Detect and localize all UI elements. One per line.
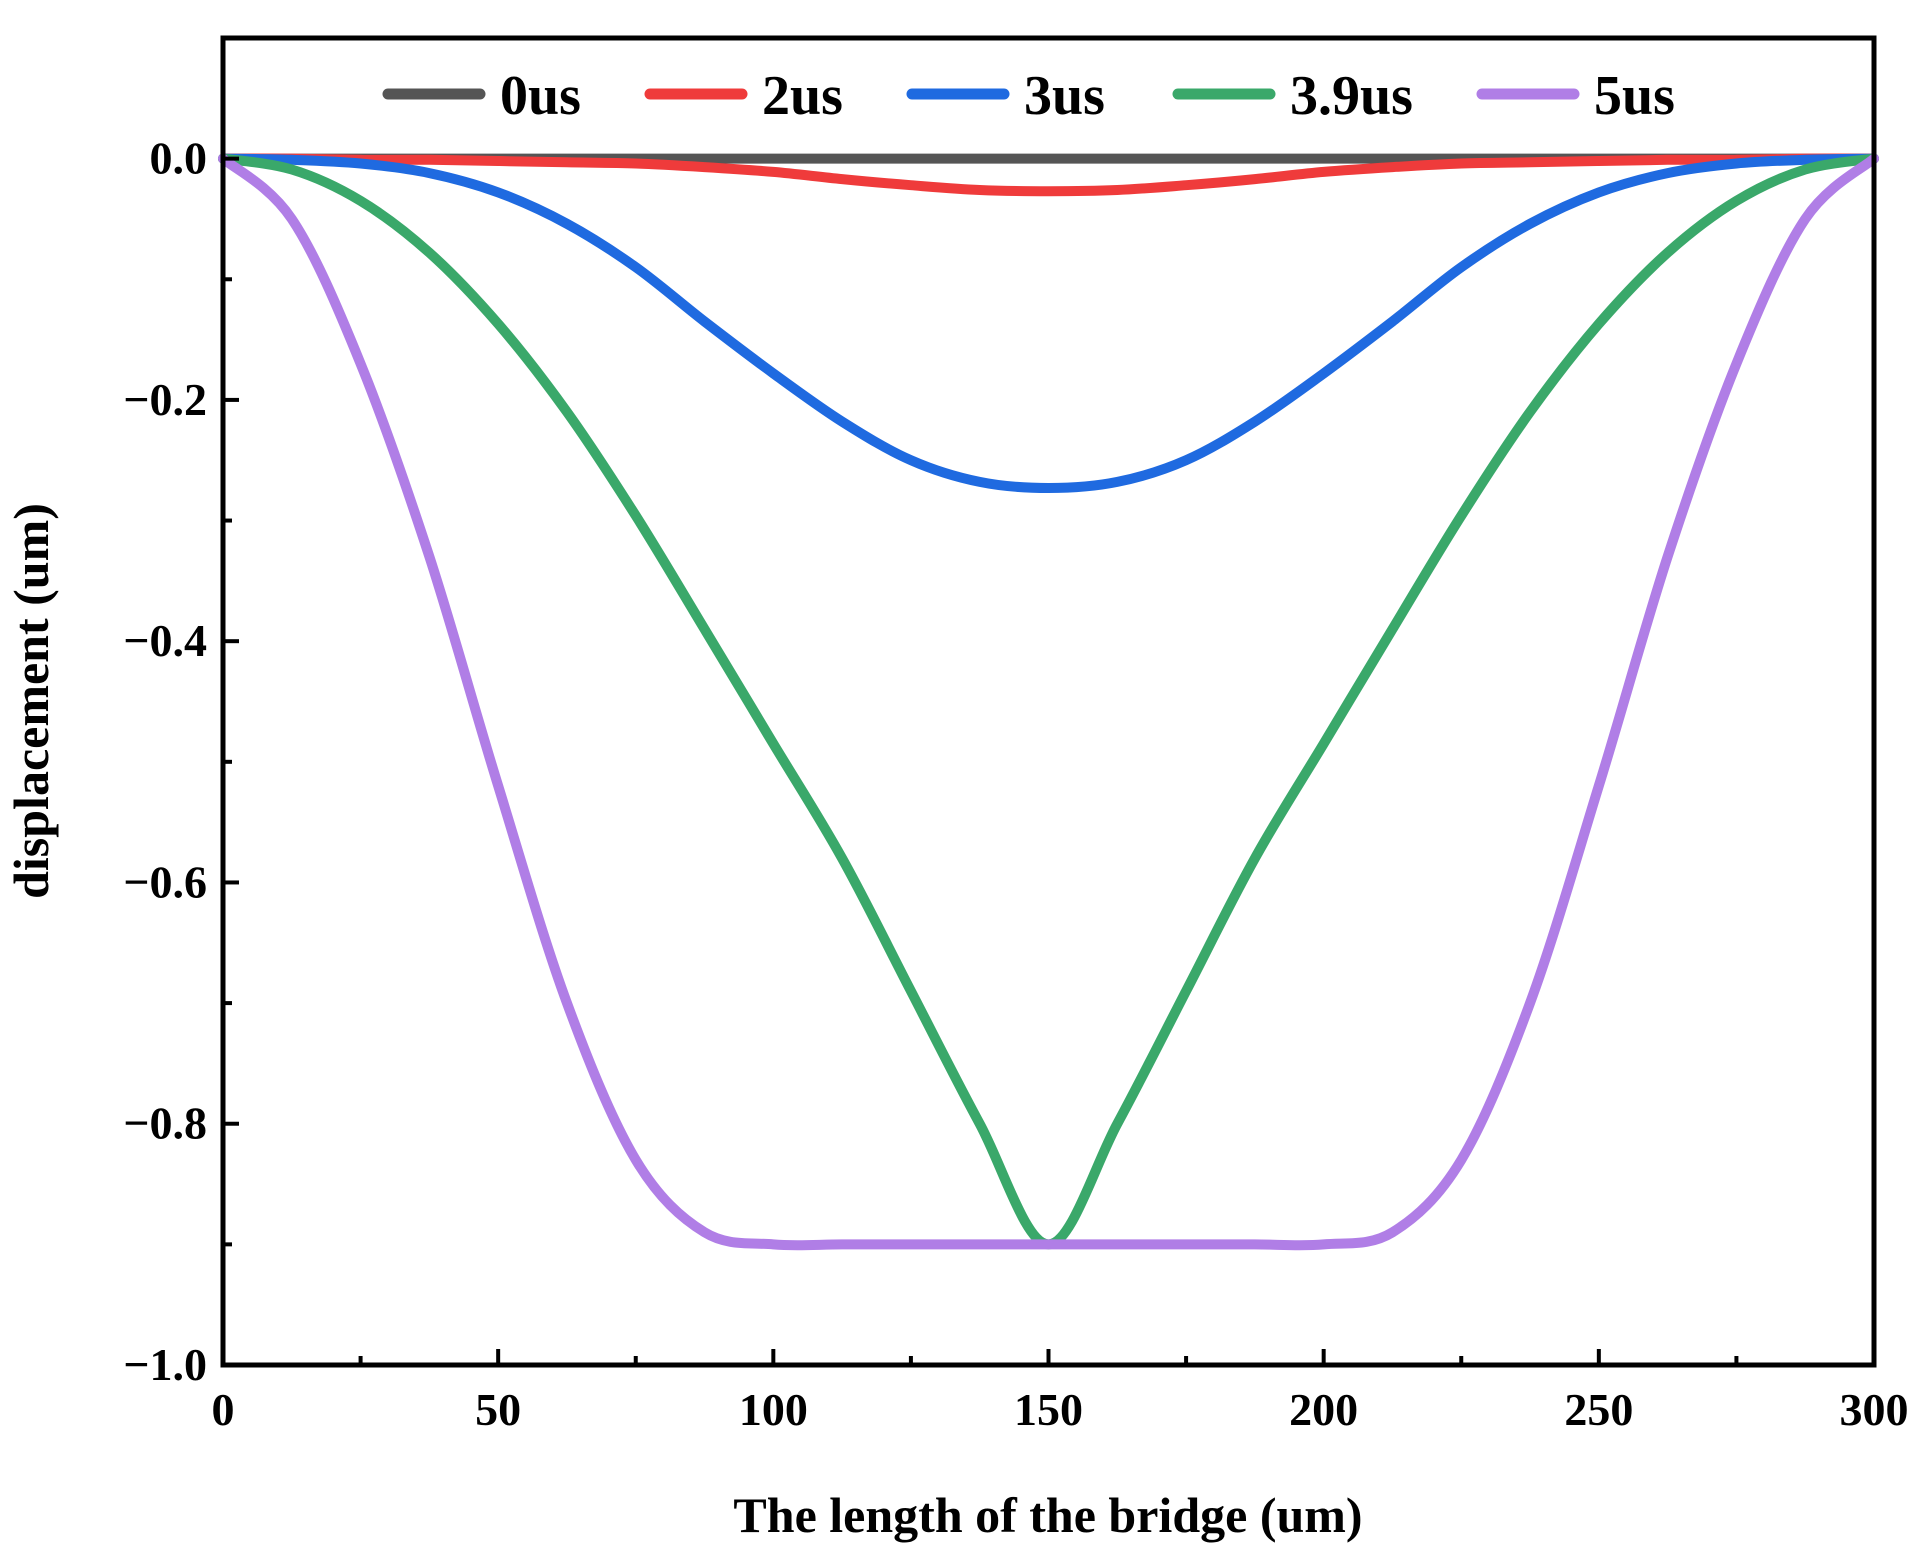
series-line-3us bbox=[218, 153, 1879, 493]
legend: 0us 2us 3us 3.9us 5us bbox=[382, 65, 1675, 127]
x-tick-label: 0 bbox=[212, 1384, 235, 1435]
series-line-5us bbox=[218, 153, 1879, 1251]
legend-label-5us: 5us bbox=[1594, 65, 1675, 127]
ticks-layer: 0 50 100 150 200 250 300 0.0 −0.2 −0.4 −0.6 −0.8 −1.… bbox=[123, 133, 1908, 1435]
legend-label-3.9us: 3.9us bbox=[1290, 65, 1413, 127]
legend-label-0us: 0us bbox=[500, 65, 581, 127]
y-tick-label: −1.0 bbox=[123, 1339, 207, 1390]
y-tick-label: −0.6 bbox=[123, 856, 207, 907]
legend-label-2us: 2us bbox=[762, 65, 843, 127]
y-tick-label: −0.2 bbox=[123, 374, 207, 425]
x-tick-label: 50 bbox=[475, 1384, 521, 1435]
x-tick-label: 200 bbox=[1289, 1384, 1358, 1435]
legend-label-3us: 3us bbox=[1024, 65, 1105, 127]
x-tick-label: 100 bbox=[739, 1384, 808, 1435]
x-tick-label: 150 bbox=[1014, 1384, 1083, 1435]
y-tick-label: 0.0 bbox=[150, 133, 208, 184]
series-line-2us bbox=[218, 153, 1879, 197]
y-tick-label: −0.4 bbox=[123, 615, 207, 666]
x-tick-label: 300 bbox=[1840, 1384, 1909, 1435]
y-tick-label: −0.8 bbox=[123, 1098, 207, 1149]
y-axis-title: displacement (um) bbox=[3, 503, 59, 899]
x-axis-title: The length of the bridge (um) bbox=[733, 1487, 1362, 1543]
series-layer bbox=[218, 153, 1879, 1251]
x-tick-label: 250 bbox=[1564, 1384, 1633, 1435]
